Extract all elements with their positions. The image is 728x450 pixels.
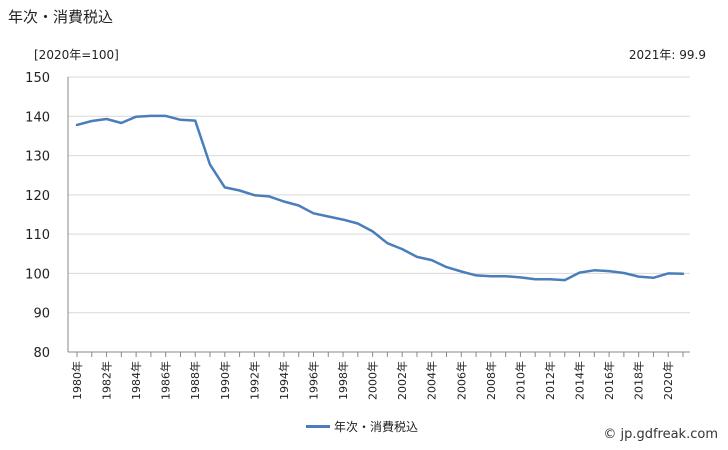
x-tick-label: 1980年	[70, 361, 84, 400]
x-tick-label: 1992年	[247, 361, 261, 400]
x-tick-label: 2012年	[543, 361, 557, 400]
x-tick-label: 1998年	[336, 361, 350, 400]
chart-title: 年次・消費税込	[8, 8, 114, 26]
x-tick-label: 1988年	[188, 361, 202, 400]
x-tick-label: 2016年	[602, 361, 616, 400]
legend: 年次・消費税込	[306, 418, 418, 435]
y-tick-labels: 80 90 100 110 120 130 140 150	[25, 71, 50, 361]
x-tick-labels: 1980年 1982年 1984年 1986年 1988年 1990年 1992年 1994年…	[70, 361, 675, 400]
legend-label: 年次・消費税込	[334, 420, 419, 434]
y-tick-label: 150	[25, 71, 50, 86]
y-tick-label: 110	[25, 228, 50, 243]
x-tick-label: 1984年	[129, 361, 143, 400]
source-credit: © jp.gdfreak.com	[603, 427, 718, 442]
x-tick-label: 1990年	[218, 361, 232, 400]
x-tick-label: 2004年	[425, 361, 439, 400]
x-tick-label: 2000年	[366, 361, 380, 400]
y-tick-label: 140	[25, 110, 50, 125]
y-tick-label: 90	[33, 307, 50, 322]
y-tick-label: 80	[33, 346, 50, 361]
x-tick-label: 1986年	[159, 361, 173, 400]
x-tick-label: 2006年	[454, 361, 468, 400]
legend-swatch	[306, 425, 330, 428]
x-tick-label: 2018年	[632, 361, 646, 400]
x-tick-label: 2010年	[513, 361, 527, 400]
unit-label: [2020年=100]	[34, 48, 119, 62]
x-tick-label: 2008年	[484, 361, 498, 400]
axes	[67, 77, 690, 357]
y-tick-label: 120	[25, 189, 50, 204]
x-tick-label: 1982年	[100, 361, 114, 400]
x-tick-label: 2002年	[395, 361, 409, 400]
x-tick-label: 2020年	[661, 361, 675, 400]
x-tick-label: 1994年	[277, 361, 291, 400]
y-tick-label: 100	[25, 267, 50, 282]
x-tick-label: 2014年	[573, 361, 587, 400]
series-line	[75, 114, 685, 282]
series-layer	[75, 114, 685, 282]
x-tick-label: 1996年	[306, 361, 320, 400]
y-tick-label: 130	[25, 150, 50, 165]
latest-value-note: 2021年: 99.9	[628, 48, 706, 62]
grid-lines	[68, 76, 690, 353]
